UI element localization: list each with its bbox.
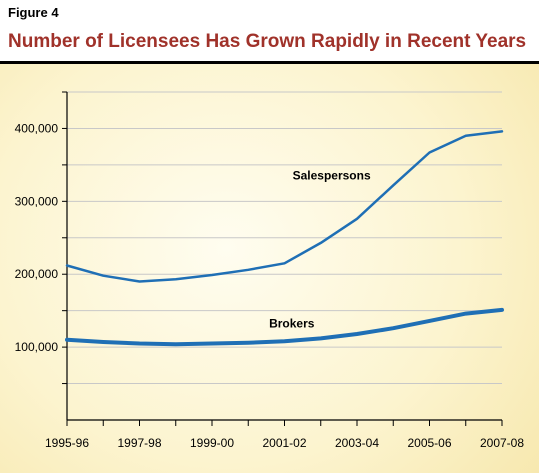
axes (62, 91, 503, 426)
x-tick-label: 2003-04 (335, 436, 379, 450)
series-label-brokers: Brokers (269, 317, 315, 331)
x-tick-label: 1995-96 (45, 436, 89, 450)
x-tick-label: 1999-00 (190, 436, 234, 450)
grid-lines (67, 91, 502, 385)
y-tick-label: 400,000 (15, 121, 59, 135)
tick-labels: 100,000 200,000 300,000 400,000 1995-96 1997-… (15, 121, 525, 450)
series-line-brokers (65, 307, 504, 347)
series-line-salespersons (65, 130, 504, 283)
figure-label: Figure 4 (8, 5, 59, 20)
x-tick-label: 2007-08 (480, 436, 524, 450)
x-tick-label: 1997-98 (117, 436, 161, 450)
chart-title: Number of Licensees Has Grown Rapidly in… (8, 31, 527, 52)
x-tick-label: 2001-02 (262, 436, 306, 450)
series-label-salespersons: Salespersons (293, 169, 371, 183)
x-tick-label: 2005-06 (407, 436, 451, 450)
y-tick-label: 100,000 (15, 340, 59, 354)
y-tick-label: 300,000 (15, 194, 59, 208)
title-rule (0, 61, 539, 64)
y-tick-label: 200,000 (15, 267, 59, 281)
chart-panel (0, 64, 539, 473)
series-lines (65, 130, 504, 347)
